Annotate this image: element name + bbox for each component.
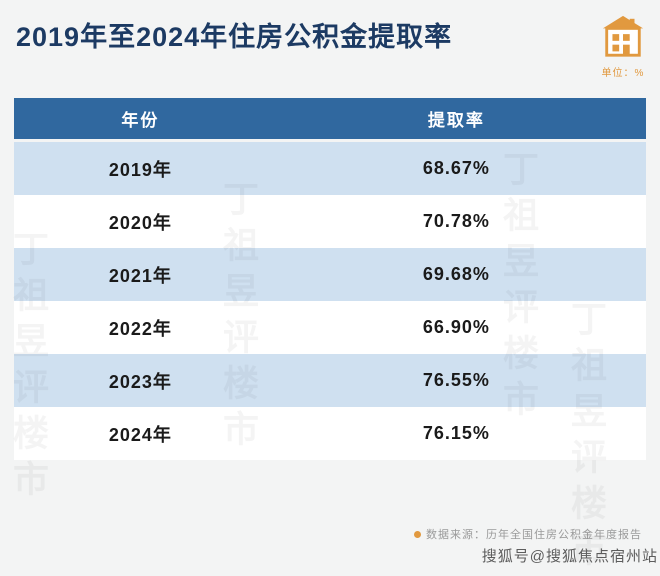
year-cell: 2024年 [108,424,172,445]
table-header-row: 年份 提取率 [14,98,646,142]
year-cell: 2020年 [108,212,172,233]
data-source-note: 数据来源：历年全国住房公积金年度报告 [414,526,642,542]
house-icon [600,14,646,60]
table-row: 2023年 76.55% [14,354,646,407]
table-row: 2021年 69.68% [14,248,646,301]
rate-cell: 69.68% [422,264,490,284]
rate-cell: 70.78% [422,211,490,231]
rate-cell: 76.15% [422,423,490,443]
table-row: 2019年 68.67% [14,142,646,195]
header: 2019年至2024年住房公积金提取率 单位：% [16,14,650,79]
year-cell: 2019年 [108,159,172,180]
rate-cell: 68.67% [422,158,490,178]
year-cell: 2021年 [108,265,172,286]
unit-label: 单位：% [601,68,645,79]
page-title: 2019年至2024年住房公积金提取率 [16,22,453,52]
rate-cell: 76.55% [422,370,490,390]
year-cell: 2023年 [108,371,172,392]
table-row: 2024年 76.15% [14,407,646,460]
header-right: 单位：% [600,14,650,79]
bullet-dot-icon [414,530,421,538]
site-watermark: 搜狐号@搜狐焦点宿州站 [481,548,658,565]
table-row: 2022年 66.90% [14,301,646,354]
column-header-year: 年份 [121,111,160,130]
data-table: 年份 提取率 2019年 68.67% 2020年 70.78% 2021年 6… [14,98,646,460]
column-header-rate: 提取率 [427,111,485,130]
rate-cell: 66.90% [422,317,490,337]
year-cell: 2022年 [108,318,172,339]
table-row: 2020年 70.78% [14,195,646,248]
data-source-text: 数据来源：历年全国住房公积金年度报告 [426,529,642,541]
